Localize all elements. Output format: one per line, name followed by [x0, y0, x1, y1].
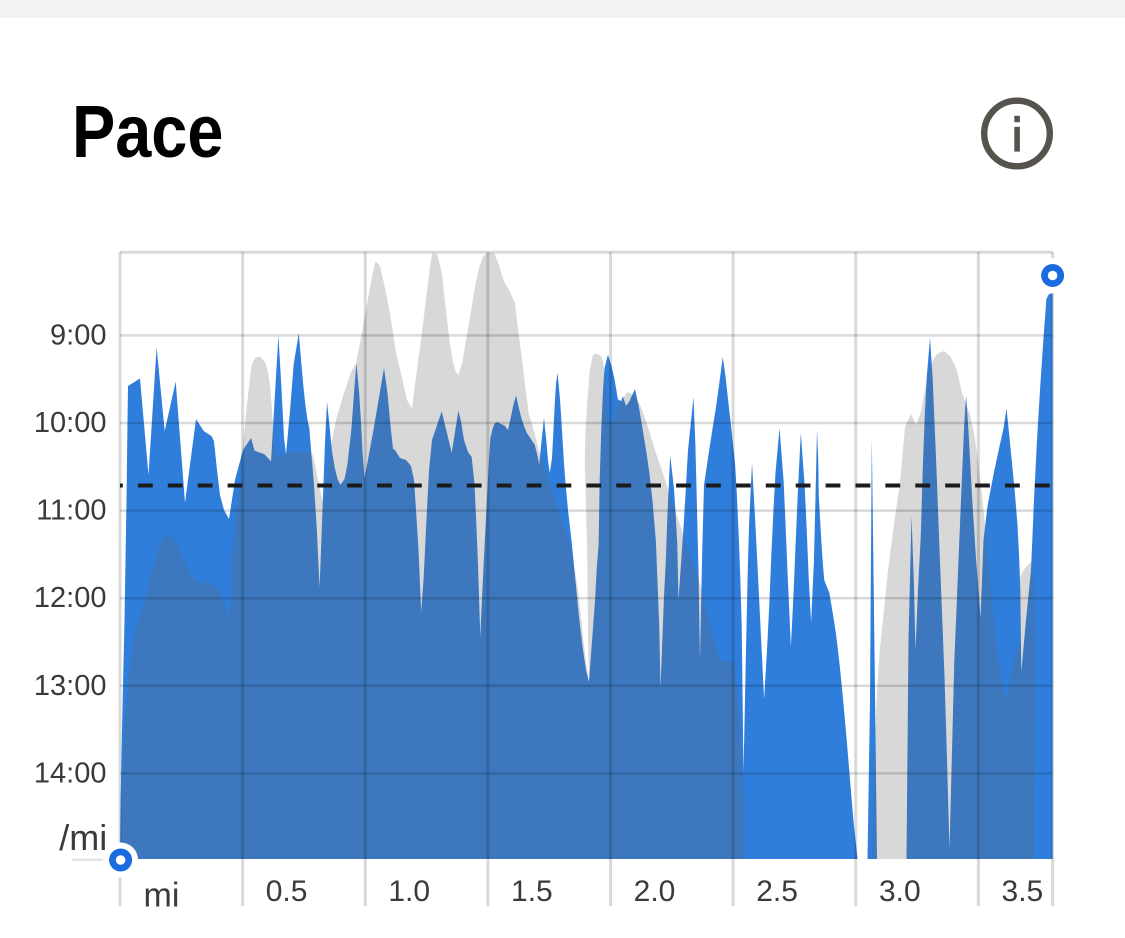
svg-text:10:00: 10:00	[34, 407, 107, 439]
svg-text:2.0: 2.0	[634, 875, 676, 908]
svg-text:/mi: /mi	[59, 817, 107, 858]
svg-text:3.0: 3.0	[879, 875, 921, 908]
svg-text:14:00: 14:00	[34, 757, 107, 789]
svg-text:9:00: 9:00	[50, 319, 106, 351]
svg-text:0.5: 0.5	[266, 875, 308, 908]
svg-text:2.5: 2.5	[756, 875, 798, 908]
svg-text:13:00: 13:00	[34, 670, 107, 702]
svg-text:1.0: 1.0	[388, 875, 430, 908]
svg-text:1.5: 1.5	[511, 875, 553, 908]
svg-text:12:00: 12:00	[34, 582, 107, 614]
svg-text:11:00: 11:00	[36, 495, 106, 527]
svg-text:mi: mi	[144, 877, 180, 915]
svg-text:3.5: 3.5	[1002, 875, 1044, 908]
